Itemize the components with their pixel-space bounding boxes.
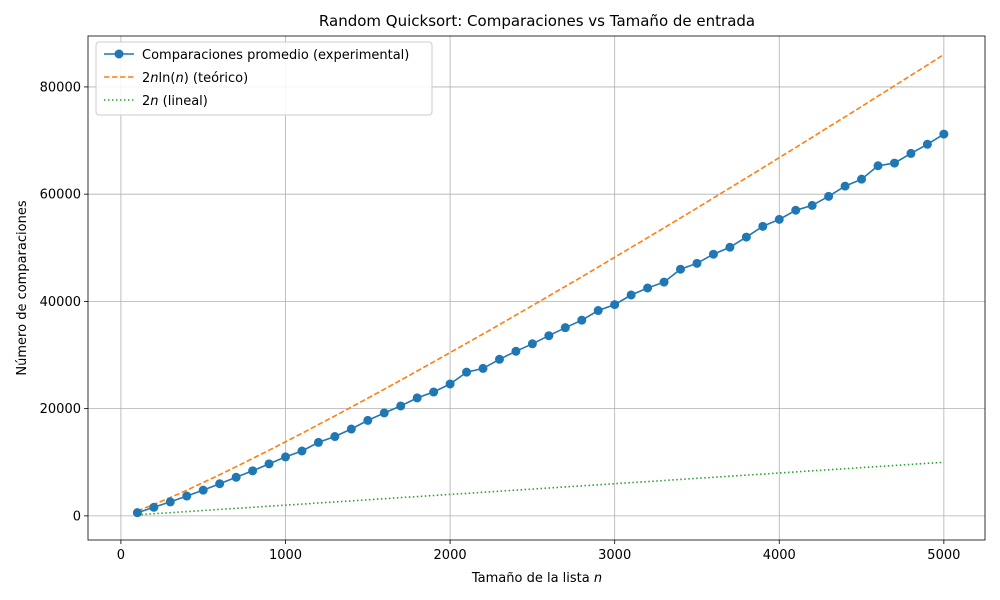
data-point-experimental <box>824 191 834 201</box>
data-point-experimental <box>346 424 356 434</box>
data-point-experimental <box>758 221 768 231</box>
data-point-experimental <box>527 339 537 349</box>
data-point-experimental <box>494 354 504 364</box>
data-point-experimental <box>396 401 406 411</box>
y-tick-label: 80000 <box>40 80 81 95</box>
data-point-experimental <box>544 331 554 341</box>
data-point-experimental <box>659 277 669 287</box>
legend-marker-experimental <box>114 49 124 59</box>
x-tick-label: 3000 <box>598 548 631 563</box>
data-point-experimental <box>643 283 653 293</box>
x-tick-label: 1000 <box>269 548 302 563</box>
y-tick-label: 20000 <box>40 402 81 417</box>
ticks: 0 1000 2000 3000 4000 5000 0 20000 40000 60000 800… <box>40 80 961 563</box>
x-tick-label: 4000 <box>763 548 796 563</box>
legend-box <box>95 41 433 116</box>
data-point-experimental <box>182 491 192 501</box>
series-line-linear <box>137 461 944 516</box>
data-point-experimental <box>889 158 899 168</box>
legend-label-theory: 2nln(n) (teórico) <box>142 71 248 86</box>
plot-frame <box>87 35 986 541</box>
data-point-experimental <box>297 446 307 456</box>
data-point-experimental <box>857 174 867 184</box>
data-point-experimental <box>445 379 455 389</box>
data-point-experimental <box>132 508 142 518</box>
data-point-experimental <box>215 479 225 489</box>
data-point-experimental <box>462 367 472 377</box>
chart-title: Random Quicksort: Comparaciones vs Tamañ… <box>319 12 755 30</box>
legend: Comparaciones promedio (experimental) 2n… <box>95 41 433 116</box>
data-point-experimental <box>577 315 587 325</box>
data-point-experimental <box>873 161 883 171</box>
data-point-experimental <box>511 346 521 356</box>
data-point-experimental <box>560 323 570 333</box>
data-point-experimental <box>330 432 340 442</box>
data-point-experimental <box>725 242 735 252</box>
data-point-experimental <box>379 408 389 418</box>
data-point-experimental <box>248 466 258 476</box>
data-point-experimental <box>264 459 274 469</box>
y-axis-label: Número de comparaciones <box>15 200 30 375</box>
data-point-experimental <box>939 129 949 139</box>
data-point-experimental <box>593 306 603 316</box>
x-axis-label: Tamaño de la lista n <box>471 571 602 586</box>
x-tick-label: 5000 <box>927 548 960 563</box>
y-tick-label: 0 <box>73 509 81 524</box>
data-point-experimental <box>363 415 373 425</box>
data-point-experimental <box>840 181 850 191</box>
y-tick-label: 60000 <box>40 188 81 203</box>
x-tick-label: 2000 <box>434 548 467 563</box>
x-tick-label: 0 <box>117 548 125 563</box>
data-point-experimental <box>708 249 718 259</box>
data-point-experimental <box>741 232 751 242</box>
data-point-experimental <box>922 139 932 149</box>
data-point-experimental <box>610 300 620 310</box>
legend-label-experimental: Comparaciones promedio (experimental) <box>142 48 409 63</box>
data-point-experimental <box>231 472 241 482</box>
data-point-experimental <box>791 205 801 215</box>
data-point-experimental <box>692 258 702 268</box>
data-point-experimental <box>281 452 291 462</box>
data-point-experimental <box>412 393 422 403</box>
data-point-experimental <box>807 200 817 210</box>
data-point-experimental <box>429 387 439 397</box>
data-point-experimental <box>478 363 488 373</box>
data-point-experimental <box>198 485 208 495</box>
series-layer <box>132 53 949 518</box>
legend-label-linear: 2n (lineal) <box>142 94 208 109</box>
series-line-theory <box>137 53 945 512</box>
data-point-experimental <box>774 214 784 224</box>
data-point-experimental <box>313 437 323 447</box>
data-point-experimental <box>676 264 686 274</box>
data-point-experimental <box>626 290 636 300</box>
data-point-experimental <box>165 497 175 507</box>
data-point-experimental <box>149 502 159 512</box>
y-tick-label: 40000 <box>40 295 81 310</box>
data-point-experimental <box>906 148 916 158</box>
